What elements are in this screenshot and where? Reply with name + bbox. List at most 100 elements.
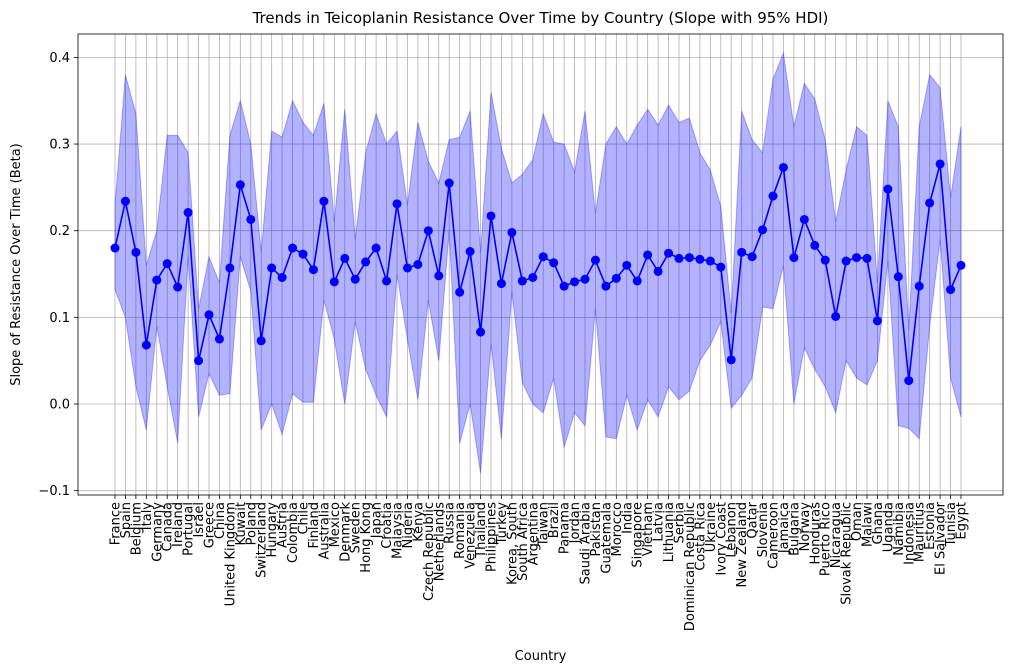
- data-point: [402, 263, 412, 273]
- x-tick-label: Brazil: [547, 502, 562, 538]
- x-tick-label: Namibia: [892, 502, 907, 556]
- hdi-band-layer: [114, 51, 962, 474]
- x-tick-label: Hong Kong: [359, 502, 374, 573]
- x-tick-label: Singapore: [631, 502, 646, 568]
- x-tick-label: Italy: [140, 502, 155, 531]
- data-point: [413, 260, 423, 269]
- x-tick-label: Costa Rica: [693, 502, 708, 571]
- data-point: [246, 214, 256, 224]
- data-point: [120, 196, 130, 206]
- x-tick-label: Portugal: [182, 502, 197, 556]
- data-point: [747, 252, 757, 262]
- data-point: [382, 276, 392, 286]
- data-point: [141, 340, 151, 350]
- data-point: [789, 253, 799, 263]
- slope-points-layer: [110, 159, 966, 386]
- data-point: [799, 214, 809, 224]
- data-point: [423, 226, 433, 236]
- data-point: [778, 162, 788, 172]
- data-point: [152, 275, 162, 285]
- data-point: [340, 253, 350, 263]
- data-point: [308, 265, 318, 275]
- x-tick-label: Argentina: [526, 502, 541, 565]
- x-tick-label: Panama: [558, 502, 573, 554]
- data-point: [194, 356, 204, 366]
- data-point: [946, 285, 956, 295]
- data-point: [893, 272, 903, 282]
- data-point: [883, 184, 893, 194]
- x-tick-label: Hungary: [265, 502, 280, 558]
- x-tick-label: India: [620, 502, 635, 534]
- data-point: [507, 227, 517, 237]
- x-tick-label: Greece: [203, 502, 218, 548]
- data-point: [643, 250, 653, 260]
- x-tick-label: China: [213, 502, 228, 539]
- data-point: [131, 247, 141, 257]
- x-tick-label: Colombia: [286, 502, 301, 563]
- x-tick-label: Bulgaria: [787, 502, 802, 556]
- data-point: [674, 253, 684, 263]
- x-tick-label: Australia: [317, 502, 332, 560]
- x-tick-label: Jamaica: [777, 502, 792, 554]
- x-tick-label: Mauritius: [913, 502, 928, 562]
- x-tick-label: Finland: [307, 502, 322, 548]
- data-point: [820, 255, 830, 265]
- x-axis-ticks: FranceSpainBelgiumItalyGermanyCanadaIrel…: [109, 495, 970, 631]
- data-point: [705, 256, 715, 266]
- x-tick-label: New Zealand: [735, 502, 750, 587]
- data-point: [726, 355, 736, 365]
- data-point: [267, 263, 277, 273]
- y-tick-label: 0.1: [49, 311, 70, 326]
- data-point: [486, 211, 496, 221]
- x-tick-label: Romania: [453, 502, 468, 559]
- x-tick-label: Mexico: [328, 502, 343, 547]
- x-tick-label: Germany: [150, 502, 165, 562]
- data-point: [528, 272, 538, 282]
- data-point: [862, 253, 872, 263]
- x-tick-label: United Kingdom: [223, 502, 238, 606]
- x-tick-label: Dominican Republic: [683, 502, 698, 631]
- x-tick-label: Morocco: [610, 502, 625, 556]
- x-tick-label: Ghana: [871, 502, 886, 545]
- x-tick-label: Korea, South: [505, 502, 520, 585]
- x-tick-label: Uganda: [881, 502, 896, 552]
- data-point: [350, 274, 360, 284]
- y-tick-label: 0.3: [49, 138, 70, 153]
- data-point: [611, 273, 621, 283]
- x-tick-label: Malaysia: [391, 502, 406, 559]
- x-tick-label: Estonia: [923, 502, 938, 550]
- data-point: [549, 258, 559, 268]
- data-point: [632, 276, 642, 286]
- hdi-band: [114, 51, 962, 474]
- x-tick-label: France: [109, 502, 124, 545]
- x-tick-label: Latvia: [652, 502, 667, 542]
- data-point: [810, 240, 820, 250]
- x-tick-label: Honduras: [808, 502, 823, 565]
- data-point: [235, 180, 245, 190]
- x-axis-label: Country: [515, 649, 567, 664]
- x-tick-label: Philippines: [485, 502, 500, 572]
- x-tick-label: Nigeria: [401, 502, 416, 549]
- data-point: [455, 287, 465, 297]
- y-axis-ticks: −0.1 0.0 0.1 0.2 0.3 0.4: [38, 51, 78, 499]
- x-tick-label: Malawi: [861, 502, 876, 547]
- data-point: [622, 260, 632, 270]
- x-tick-label: Indonesia: [902, 502, 917, 565]
- data-point: [852, 253, 862, 263]
- data-point: [225, 263, 235, 273]
- data-point: [110, 243, 120, 253]
- data-point: [684, 253, 694, 263]
- x-tick-label: Netherlands: [432, 502, 447, 581]
- x-tick-label: Switzerland: [255, 502, 270, 578]
- data-point: [204, 310, 214, 320]
- data-point: [904, 376, 914, 386]
- x-tick-label: Sweden: [349, 502, 364, 553]
- x-tick-label: El Salvador: [934, 501, 949, 575]
- x-tick-label: South Africa: [516, 502, 531, 581]
- x-tick-label: Saudi Arabia: [579, 502, 594, 585]
- x-tick-label: Poland: [244, 502, 259, 545]
- grid: [78, 34, 1003, 495]
- data-point: [664, 248, 674, 258]
